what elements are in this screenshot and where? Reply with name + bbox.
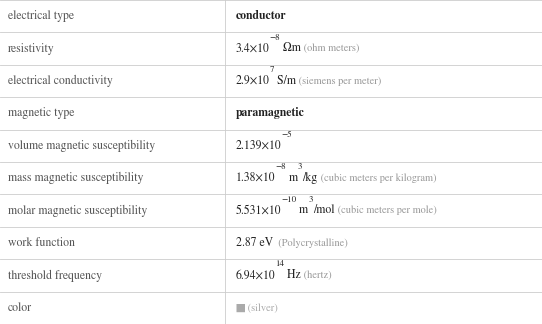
Text: (silver): (silver) (246, 303, 278, 313)
Text: m: m (286, 172, 298, 184)
Text: color: color (8, 302, 33, 314)
Text: (cubic meters per kilogram): (cubic meters per kilogram) (318, 173, 436, 183)
Text: volume magnetic susceptibility: volume magnetic susceptibility (8, 140, 155, 152)
Text: 2.139×10: 2.139×10 (236, 140, 281, 152)
Text: −5: −5 (281, 131, 292, 139)
Text: 7: 7 (269, 66, 274, 74)
Text: Hz: Hz (285, 270, 301, 281)
Text: paramagnetic: paramagnetic (236, 107, 305, 120)
Text: 2.9×10: 2.9×10 (236, 75, 269, 87)
Text: work function: work function (8, 237, 75, 249)
Text: (ohm meters): (ohm meters) (301, 44, 359, 53)
Text: 5.531×10: 5.531×10 (236, 205, 281, 216)
Text: /kg: /kg (302, 172, 318, 184)
Text: electrical conductivity: electrical conductivity (8, 75, 113, 87)
Text: −10: −10 (281, 195, 296, 203)
Text: 2.87 eV: 2.87 eV (236, 237, 273, 249)
Text: molar magnetic susceptibility: molar magnetic susceptibility (8, 204, 147, 217)
Text: (Polycrystalline): (Polycrystalline) (273, 238, 347, 248)
Text: threshold frequency: threshold frequency (8, 269, 102, 282)
Text: electrical type: electrical type (8, 10, 74, 22)
Text: −8: −8 (269, 33, 280, 41)
Text: magnetic type: magnetic type (8, 107, 74, 120)
Text: ■: ■ (236, 303, 246, 313)
Text: m: m (296, 205, 308, 216)
Text: 6.94×10: 6.94×10 (236, 270, 275, 281)
Text: conductor: conductor (236, 10, 286, 22)
Text: /mol: /mol (313, 205, 334, 216)
Text: 3: 3 (308, 195, 313, 203)
Text: −8: −8 (275, 163, 286, 171)
Text: 3: 3 (298, 163, 302, 171)
Text: Ωm: Ωm (280, 43, 301, 54)
Text: 1.38×10: 1.38×10 (236, 172, 275, 184)
Text: S/m: S/m (274, 75, 296, 87)
Text: 14: 14 (275, 260, 285, 268)
Text: 3.4×10: 3.4×10 (236, 43, 269, 54)
Text: mass magnetic susceptibility: mass magnetic susceptibility (8, 172, 144, 184)
Text: (cubic meters per mole): (cubic meters per mole) (334, 206, 436, 215)
Text: (hertz): (hertz) (301, 271, 332, 280)
Text: (siemens per meter): (siemens per meter) (296, 76, 382, 86)
Text: resistivity: resistivity (8, 42, 55, 55)
